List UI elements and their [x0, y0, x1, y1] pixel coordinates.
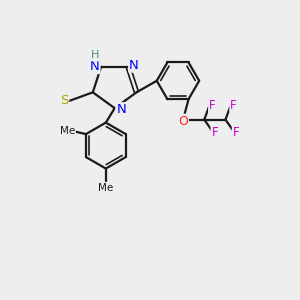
Text: F: F — [209, 99, 216, 112]
Text: H: H — [91, 50, 99, 61]
Text: Me: Me — [60, 126, 75, 136]
Text: S: S — [60, 94, 68, 107]
Text: O: O — [178, 115, 188, 128]
Text: N: N — [116, 103, 126, 116]
Text: N: N — [129, 59, 139, 72]
Text: F: F — [230, 99, 237, 112]
Text: F: F — [212, 126, 218, 140]
Text: N: N — [90, 60, 100, 73]
Text: Me: Me — [98, 183, 113, 193]
Text: F: F — [233, 126, 239, 140]
